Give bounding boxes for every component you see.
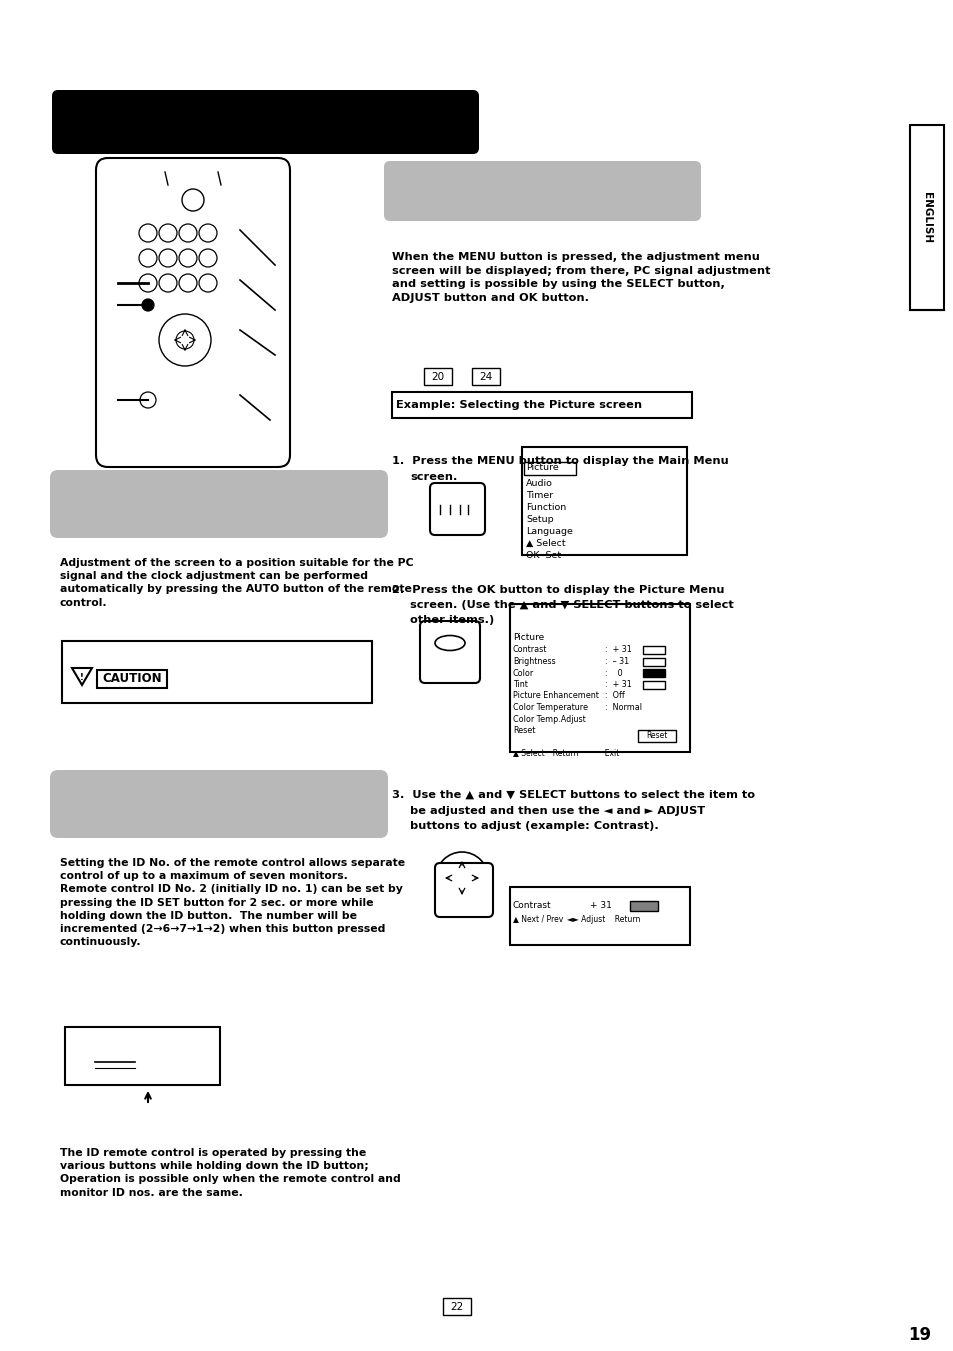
Text: :  Off: : Off (604, 692, 624, 701)
Text: Example: Selecting the Picture screen: Example: Selecting the Picture screen (395, 400, 641, 409)
Text: screen. (Use the ▲ and ▼ SELECT buttons to select: screen. (Use the ▲ and ▼ SELECT buttons … (410, 600, 733, 611)
Text: Timer: Timer (525, 490, 553, 500)
Text: ▲ Select: ▲ Select (513, 748, 544, 758)
Polygon shape (71, 667, 91, 685)
Bar (423, 367, 452, 385)
Circle shape (159, 313, 211, 366)
Circle shape (179, 224, 196, 242)
Circle shape (159, 224, 177, 242)
Text: :  Normal: : Normal (604, 703, 641, 712)
Circle shape (179, 249, 196, 267)
FancyBboxPatch shape (384, 161, 700, 222)
Text: Setting the ID No. of the remote control allows separate
control of up to a maxi: Setting the ID No. of the remote control… (60, 858, 405, 947)
Bar (642, 669, 664, 677)
Bar (62, 640, 372, 703)
Bar (642, 658, 664, 666)
Circle shape (199, 274, 216, 292)
Text: Picture: Picture (525, 463, 558, 473)
Circle shape (139, 274, 157, 292)
Text: Reset: Reset (513, 725, 535, 735)
Text: Reset: Reset (645, 731, 667, 740)
Circle shape (436, 852, 488, 904)
Text: !: ! (80, 673, 84, 681)
Text: OK  Set: OK Set (525, 550, 560, 559)
Text: Contrast: Contrast (513, 646, 547, 654)
Bar (97, 670, 167, 688)
Text: Audio: Audio (525, 478, 553, 488)
Circle shape (199, 249, 216, 267)
Text: 1.  Press the MENU button to display the Main Menu: 1. Press the MENU button to display the … (392, 457, 728, 466)
FancyBboxPatch shape (50, 470, 388, 538)
Text: :  – 31: : – 31 (604, 657, 628, 666)
Text: :  + 31: : + 31 (604, 646, 631, 654)
Bar (521, 447, 686, 555)
Text: When the MENU button is pressed, the adjustment menu
screen will be displayed; f: When the MENU button is pressed, the adj… (392, 253, 770, 303)
Bar (392, 392, 691, 417)
Text: ▲ Next / Prev: ▲ Next / Prev (513, 915, 562, 924)
Text: + 31: + 31 (589, 901, 611, 911)
Bar (909, 126, 943, 309)
Circle shape (182, 189, 204, 211)
Text: 3.  Use the ▲ and ▼ SELECT buttons to select the item to: 3. Use the ▲ and ▼ SELECT buttons to sel… (392, 790, 754, 800)
Circle shape (159, 274, 177, 292)
Text: CAUTION: CAUTION (102, 673, 162, 685)
Text: 24: 24 (478, 372, 492, 382)
Text: Color Temperature: Color Temperature (513, 703, 587, 712)
Bar (642, 646, 664, 654)
Bar (472, 367, 499, 385)
Text: The ID remote control is operated by pressing the
various buttons while holding : The ID remote control is operated by pre… (60, 1148, 400, 1197)
Text: Exit: Exit (599, 748, 618, 758)
Bar (629, 901, 658, 911)
Bar (638, 730, 676, 742)
Text: Language: Language (525, 527, 572, 535)
Text: buttons to adjust (example: Contrast).: buttons to adjust (example: Contrast). (410, 821, 659, 831)
Text: Return: Return (609, 915, 639, 924)
Text: Function: Function (525, 503, 566, 512)
Bar (510, 604, 689, 753)
FancyBboxPatch shape (435, 863, 493, 917)
Text: :    0: : 0 (604, 669, 622, 677)
FancyBboxPatch shape (50, 770, 388, 838)
Bar (642, 681, 664, 689)
Text: Setup: Setup (525, 515, 553, 523)
Ellipse shape (435, 635, 464, 650)
Text: 20: 20 (431, 372, 444, 382)
Text: Color Temp.Adjust: Color Temp.Adjust (513, 715, 585, 724)
Text: ◄► Adjust: ◄► Adjust (566, 915, 605, 924)
Text: 22: 22 (450, 1302, 463, 1312)
Text: :  + 31: : + 31 (604, 680, 631, 689)
Text: screen.: screen. (410, 471, 456, 482)
Circle shape (175, 331, 193, 349)
Text: Picture: Picture (513, 634, 543, 643)
Text: 19: 19 (907, 1325, 930, 1344)
Text: be adjusted and then use the ◄ and ► ADJUST: be adjusted and then use the ◄ and ► ADJ… (410, 807, 704, 816)
Bar (447, 494, 460, 505)
Text: Picture Enhancement: Picture Enhancement (513, 692, 598, 701)
FancyBboxPatch shape (96, 158, 290, 467)
Bar (510, 888, 689, 944)
Text: ENGLISH: ENGLISH (921, 192, 931, 243)
Bar (442, 1298, 471, 1315)
Text: Contrast: Contrast (513, 901, 551, 911)
Text: Adjustment of the screen to a position suitable for the PC
signal and the clock : Adjustment of the screen to a position s… (60, 558, 414, 608)
FancyBboxPatch shape (52, 91, 478, 154)
FancyBboxPatch shape (430, 484, 484, 535)
Text: ▲ Select: ▲ Select (525, 539, 565, 547)
Text: Color: Color (513, 669, 534, 677)
Circle shape (199, 224, 216, 242)
Circle shape (142, 299, 153, 311)
Text: Brightness: Brightness (513, 657, 555, 666)
Circle shape (179, 274, 196, 292)
Text: other items.): other items.) (410, 615, 494, 626)
Text: 2.  Press the OK button to display the Picture Menu: 2. Press the OK button to display the Pi… (392, 585, 723, 594)
Bar (65, 1027, 220, 1085)
Circle shape (139, 224, 157, 242)
FancyBboxPatch shape (419, 621, 479, 684)
Circle shape (140, 392, 156, 408)
Circle shape (159, 249, 177, 267)
Circle shape (139, 249, 157, 267)
Bar (523, 462, 576, 476)
Text: Return: Return (547, 748, 578, 758)
Text: Tint: Tint (513, 680, 527, 689)
